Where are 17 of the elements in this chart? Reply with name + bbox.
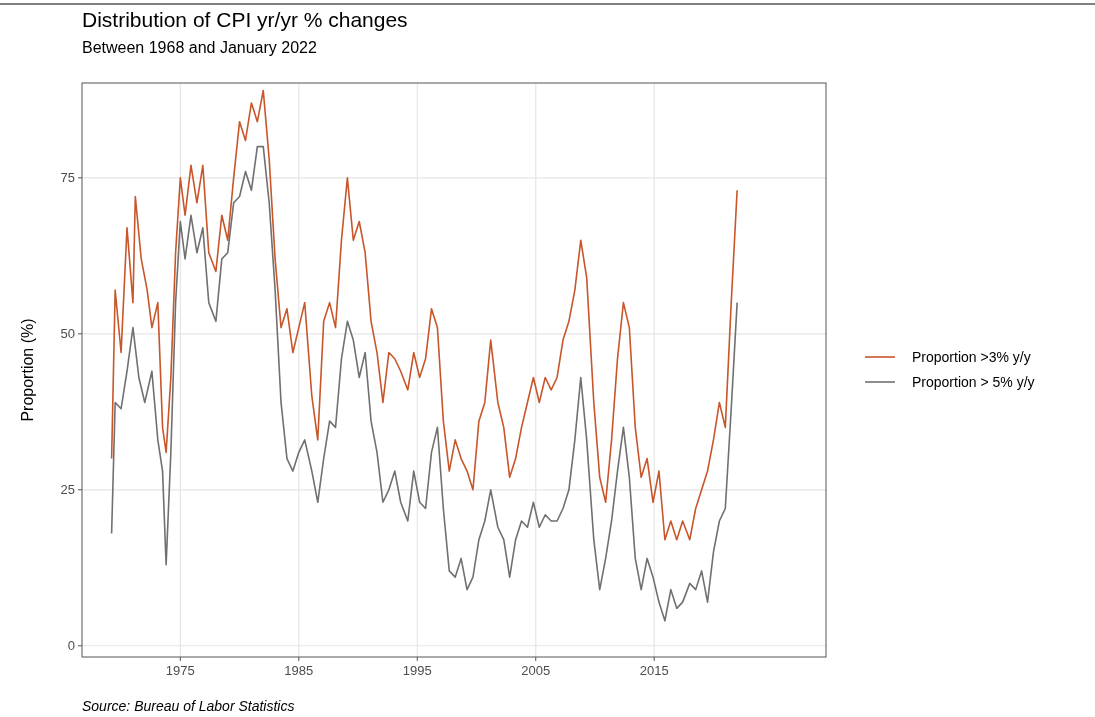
legend-label: Proportion >3% y/y bbox=[912, 348, 1031, 365]
line-series bbox=[110, 145, 738, 622]
y-tick-label: 25 bbox=[60, 482, 75, 498]
y-axis-title: Proportion (%) bbox=[19, 318, 36, 422]
x-tick-label: 1975 bbox=[165, 663, 195, 678]
chart-subtitle: Between 1968 and January 2022 bbox=[82, 39, 317, 56]
source-note: Source: Bureau of Labor Statistics bbox=[82, 698, 295, 714]
x-tick-label: 2015 bbox=[639, 663, 669, 678]
chart-title: Distribution of CPI yr/yr % changes bbox=[82, 8, 408, 31]
x-tick-label: 2005 bbox=[521, 663, 551, 678]
y-tick-label: 0 bbox=[67, 638, 75, 654]
y-tick-label: 75 bbox=[60, 170, 75, 186]
legend-label: Proportion > 5% y/y bbox=[912, 373, 1035, 390]
x-tick-label: 1995 bbox=[402, 663, 432, 678]
x-tick-label: 1985 bbox=[284, 663, 314, 678]
y-tick-label: 50 bbox=[60, 326, 75, 342]
line-series bbox=[110, 89, 738, 541]
